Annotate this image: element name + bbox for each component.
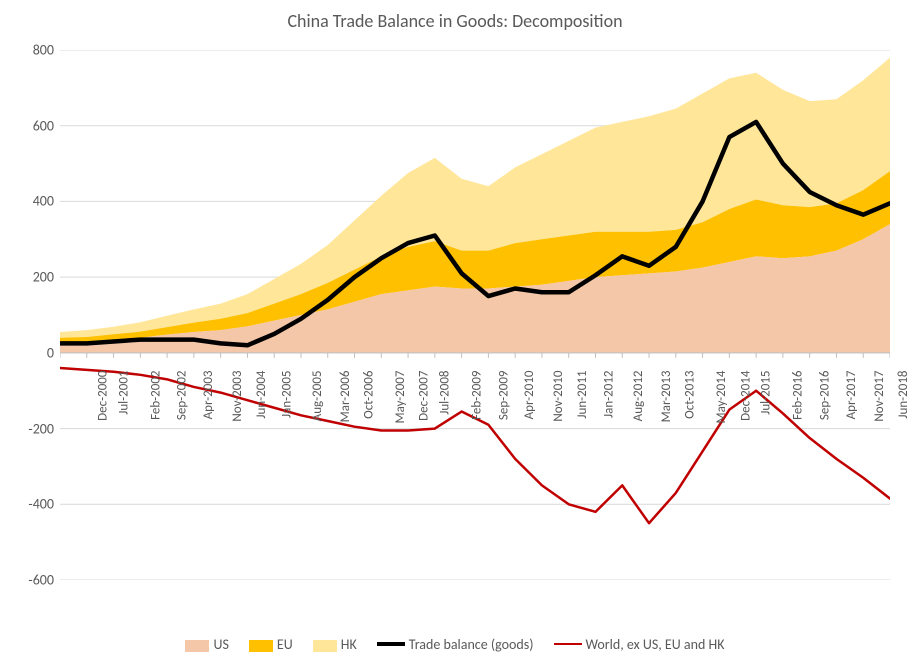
y-tick-label: -600 xyxy=(4,572,54,589)
x-tick-label: Mar-2013 xyxy=(659,370,674,422)
x-tick-label: May-2014 xyxy=(714,370,729,423)
y-tick-label: 800 xyxy=(4,42,54,59)
x-tick-label: Dec-2000 xyxy=(95,370,110,420)
legend-line xyxy=(554,643,582,645)
x-tick-label: Dec-2007 xyxy=(417,370,432,420)
y-tick-label: -400 xyxy=(4,496,54,513)
x-tick-label: Jul-2008 xyxy=(437,370,452,414)
y-tick-label: 600 xyxy=(4,117,54,134)
x-tick-label: Sep-2009 xyxy=(496,370,511,420)
x-tick-label: Aug-2005 xyxy=(310,370,325,421)
x-tick-label: Jun-2004 xyxy=(254,370,269,418)
legend-label: EU xyxy=(277,636,293,653)
x-tick-label: Sep-2002 xyxy=(175,370,190,420)
x-tick-label: Nov-2010 xyxy=(551,370,566,421)
plot-area xyxy=(60,50,890,580)
x-tick-label: Oct-2006 xyxy=(361,370,376,418)
y-tick-label: -200 xyxy=(4,420,54,437)
legend-line xyxy=(377,642,405,646)
legend: US EU HK Trade balance (goods) World, ex US,… xyxy=(0,635,910,653)
legend-item-us: US xyxy=(185,636,228,653)
legend-label: World, ex US, EU and HK xyxy=(586,636,725,653)
legend-label: HK xyxy=(341,636,357,653)
y-tick-label: 200 xyxy=(4,269,54,286)
x-tick-label: Jan-2005 xyxy=(280,370,295,418)
x-tick-label: Feb-2016 xyxy=(791,370,806,419)
legend-item-eu: EU xyxy=(249,636,293,653)
x-tick-label: Sep-2016 xyxy=(818,370,833,420)
legend-item-tradebalance: Trade balance (goods) xyxy=(377,636,534,653)
x-tick-label: Nov-2017 xyxy=(873,370,888,421)
chart-container: China Trade Balance in Goods: Decomposit… xyxy=(0,0,910,661)
x-tick-label: Apr-2017 xyxy=(844,370,859,419)
y-tick-label: 400 xyxy=(4,193,54,210)
plot-svg xyxy=(60,50,890,580)
x-tick-label: Feb-2002 xyxy=(148,370,163,419)
legend-label: Trade balance (goods) xyxy=(409,636,534,653)
legend-swatch xyxy=(185,640,209,652)
x-tick-label: Aug-2012 xyxy=(631,370,646,421)
chart-title: China Trade Balance in Goods: Decomposit… xyxy=(0,10,910,32)
x-tick-label: Jul-2015 xyxy=(759,370,774,414)
y-tick-label: 0 xyxy=(4,344,54,361)
legend-item-hk: HK xyxy=(313,636,357,653)
legend-swatch xyxy=(313,640,337,652)
x-tick-label: Oct-2013 xyxy=(682,370,697,418)
x-tick-label: Apr-2010 xyxy=(522,370,537,419)
x-tick-label: Jun-2018 xyxy=(896,370,910,418)
legend-swatch xyxy=(249,640,273,652)
x-tick-label: Feb-2009 xyxy=(469,370,484,419)
x-tick-label: Jan-2012 xyxy=(601,370,616,418)
x-tick-label: Jun-2011 xyxy=(575,370,590,418)
legend-item-worldex: World, ex US, EU and HK xyxy=(554,636,725,653)
x-tick-label: May-2007 xyxy=(393,370,408,423)
x-tick-label: Mar-2006 xyxy=(338,370,353,422)
legend-label: US xyxy=(213,636,228,653)
x-tick-label: Apr-2003 xyxy=(201,370,216,419)
x-tick-label: Dec-2014 xyxy=(738,370,753,420)
x-tick-label: Jul-2001 xyxy=(116,370,131,414)
x-tick-label: Nov-2003 xyxy=(230,370,245,421)
